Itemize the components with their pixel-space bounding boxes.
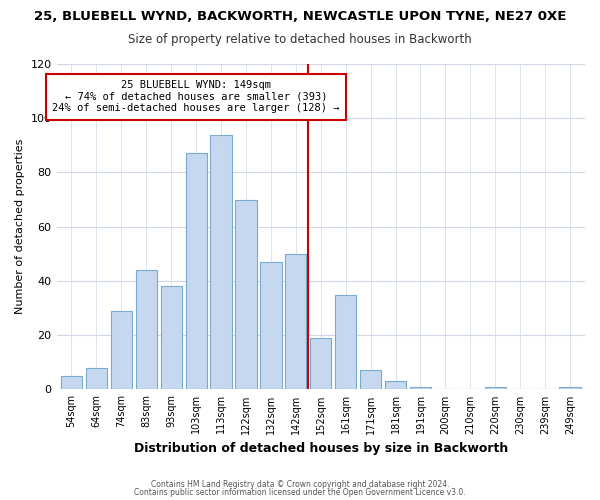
X-axis label: Distribution of detached houses by size in Backworth: Distribution of detached houses by size …: [134, 442, 508, 455]
Bar: [360, 370, 381, 390]
Bar: [235, 200, 257, 390]
Bar: [385, 382, 406, 390]
Text: 25, BLUEBELL WYND, BACKWORTH, NEWCASTLE UPON TYNE, NE27 0XE: 25, BLUEBELL WYND, BACKWORTH, NEWCASTLE …: [34, 10, 566, 23]
Bar: [185, 154, 207, 390]
Text: 25 BLUEBELL WYND: 149sqm
← 74% of detached houses are smaller (393)
24% of semi-: 25 BLUEBELL WYND: 149sqm ← 74% of detach…: [52, 80, 340, 114]
Bar: [111, 311, 132, 390]
Bar: [61, 376, 82, 390]
Text: Contains public sector information licensed under the Open Government Licence v3: Contains public sector information licen…: [134, 488, 466, 497]
Bar: [161, 286, 182, 390]
Text: Size of property relative to detached houses in Backworth: Size of property relative to detached ho…: [128, 32, 472, 46]
Bar: [211, 134, 232, 390]
Bar: [410, 386, 431, 390]
Bar: [260, 262, 281, 390]
Bar: [335, 294, 356, 390]
Bar: [86, 368, 107, 390]
Y-axis label: Number of detached properties: Number of detached properties: [15, 139, 25, 314]
Bar: [559, 386, 581, 390]
Bar: [485, 386, 506, 390]
Text: Contains HM Land Registry data © Crown copyright and database right 2024.: Contains HM Land Registry data © Crown c…: [151, 480, 449, 489]
Bar: [136, 270, 157, 390]
Bar: [310, 338, 331, 390]
Bar: [285, 254, 307, 390]
